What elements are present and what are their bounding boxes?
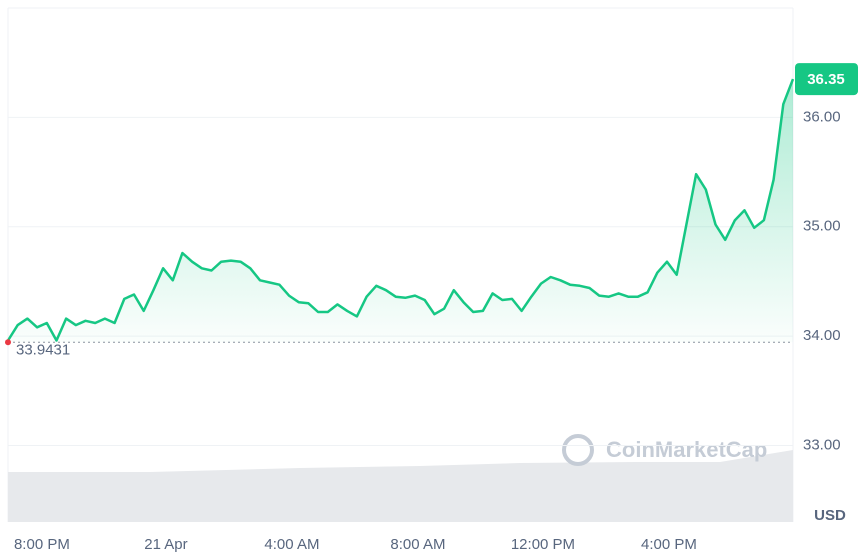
price-tag — [795, 63, 858, 96]
reference-dot — [5, 339, 11, 346]
x-tick-label: 4:00 PM — [641, 536, 697, 553]
volume-area — [8, 450, 793, 522]
y-tick-label: 36.00 — [803, 108, 841, 125]
y-tick-label: 33.00 — [803, 436, 841, 453]
reference-label: 33.9431 — [16, 341, 70, 358]
watermark: CoinMarketCap — [562, 434, 767, 466]
y-tick-label: 34.00 — [803, 327, 841, 344]
price-tag-label: 36.35 — [807, 71, 845, 88]
x-tick-label: 4:00 AM — [264, 536, 319, 553]
x-tick-label: 8:00 AM — [390, 536, 445, 553]
y-axis-label: USD — [814, 507, 846, 524]
x-tick-label: 12:00 PM — [511, 536, 575, 553]
area-fill — [8, 79, 793, 343]
x-tick-label: 21 Apr — [144, 536, 187, 553]
watermark-text: CoinMarketCap — [606, 437, 767, 462]
x-tick-label: 8:00 PM — [14, 536, 70, 553]
y-tick-label: 35.00 — [803, 218, 841, 235]
price-line — [6, 78, 795, 342]
